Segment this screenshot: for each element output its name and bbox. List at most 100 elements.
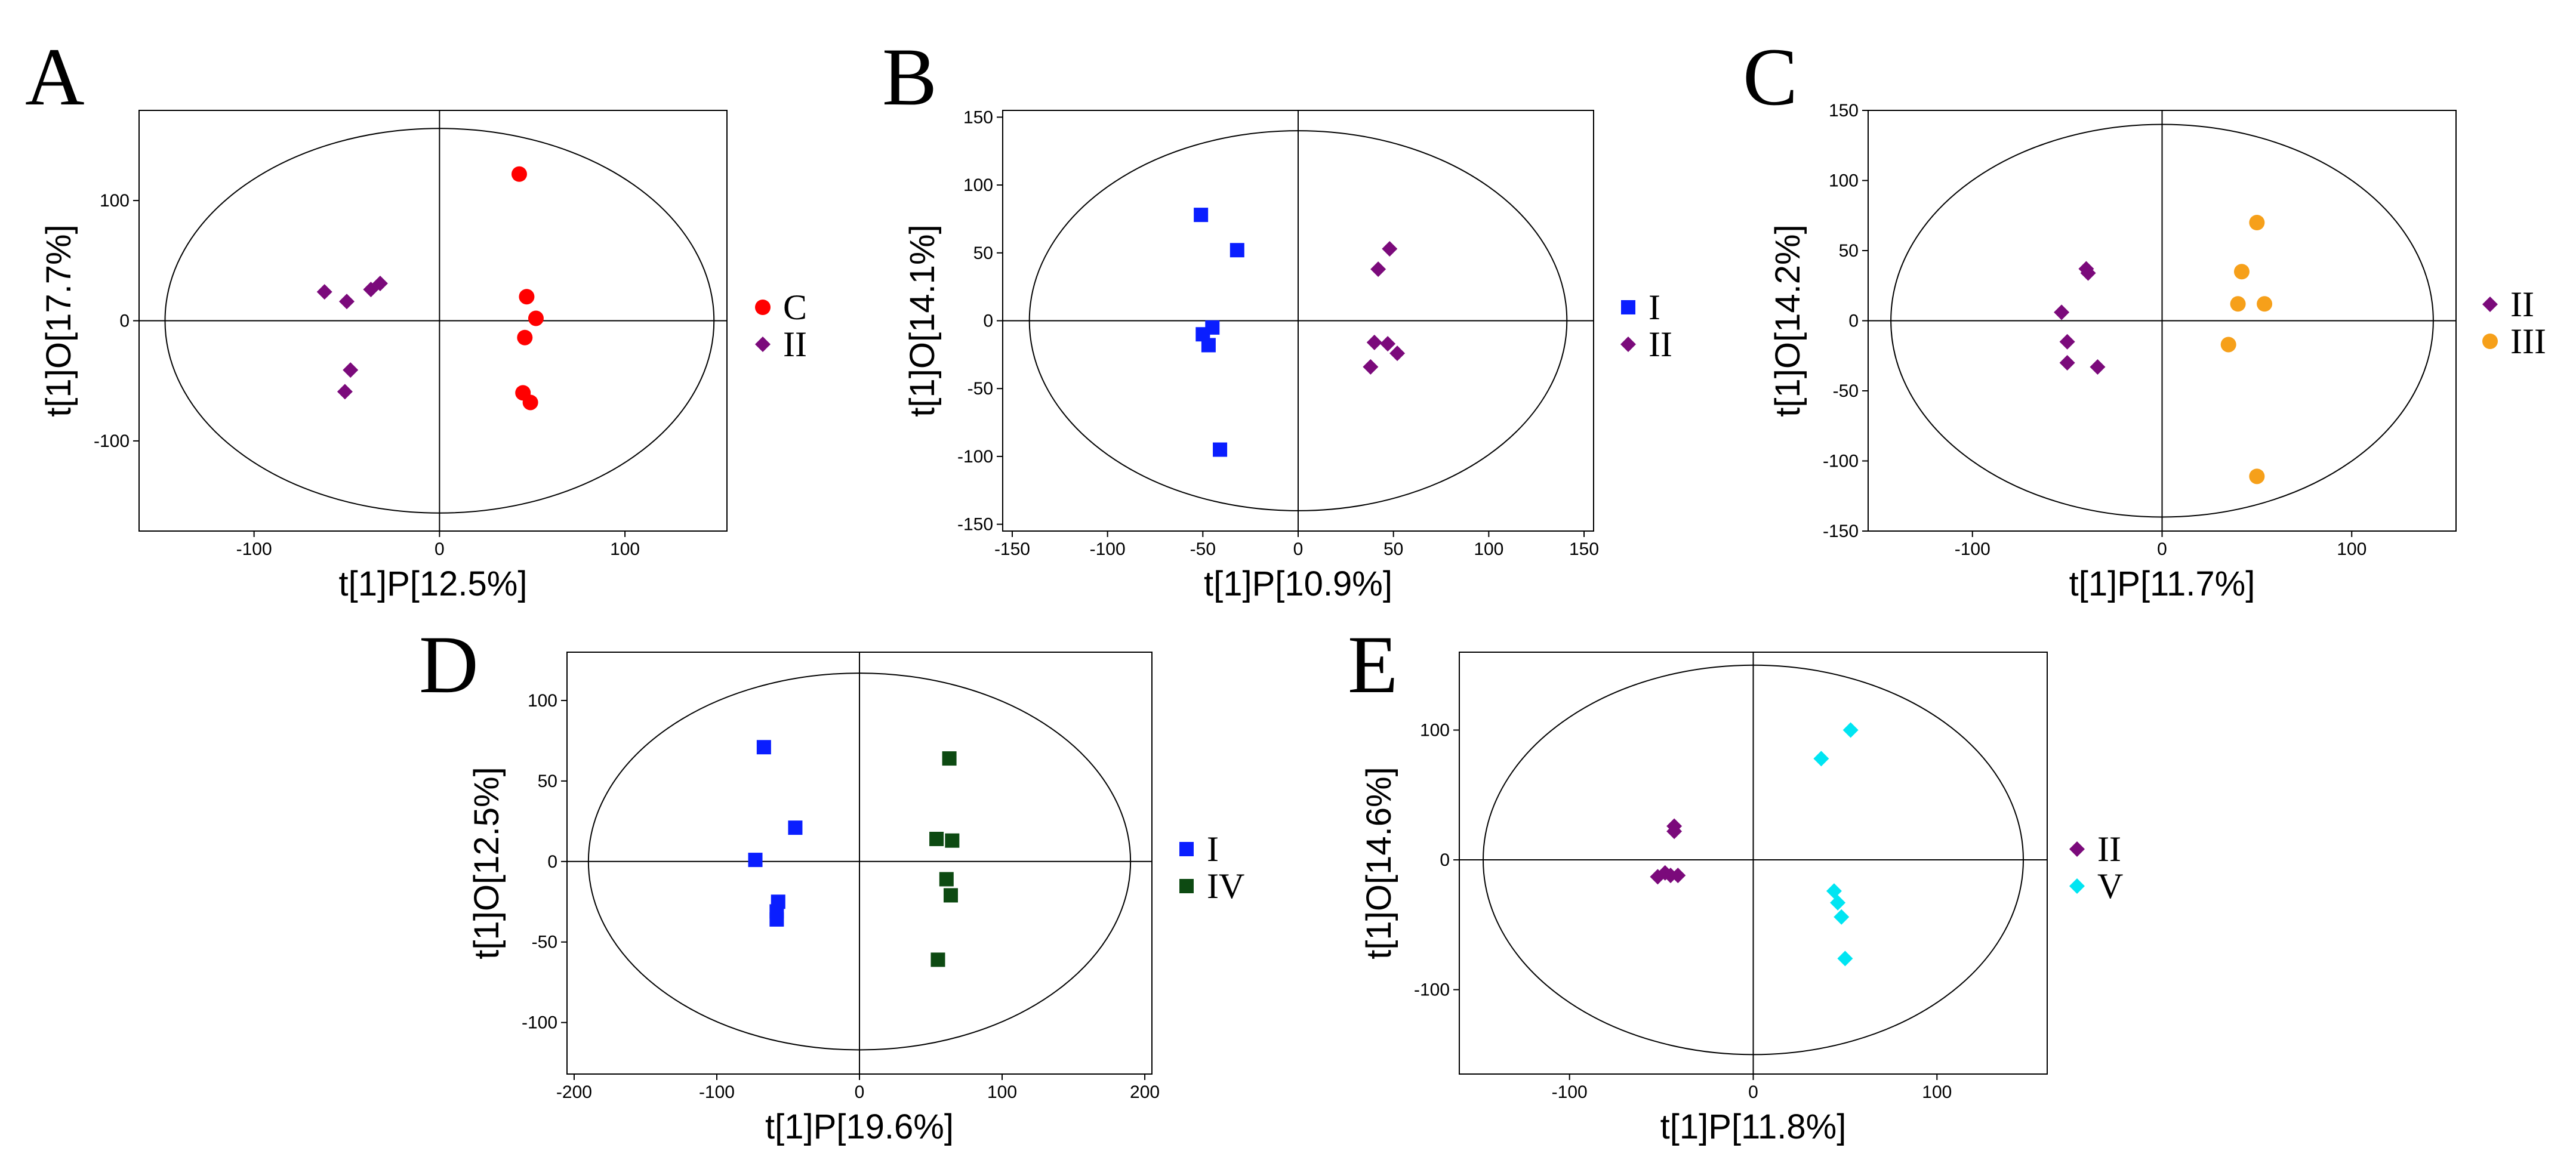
y-tick-label: -50 [967, 379, 993, 399]
series-i [748, 740, 803, 927]
data-point [1194, 208, 1209, 223]
x-tick-label: 0 [855, 1082, 865, 1102]
data-point [339, 294, 355, 310]
series-v [1813, 722, 1859, 967]
x-tick-label: -100 [699, 1082, 735, 1102]
y-axis-label: t[1]O[14.6%] [1360, 767, 1398, 959]
y-tick-label: 100 [1829, 171, 1859, 191]
chart-panel-d: D -200 -100 0 100 200 -100 -50 0 50 100 t[1]P[19.6%… [419, 619, 1244, 1146]
y-tick-label: 50 [1839, 241, 1859, 261]
data-point [343, 362, 359, 378]
y-axis-label: t[1]O[14.1%] [903, 224, 942, 416]
confidence-ellipse [1028, 130, 1568, 511]
data-point [2257, 296, 2273, 312]
data-point [1826, 883, 1842, 899]
legend-marker [1620, 337, 1636, 352]
data-point [1380, 336, 1396, 352]
x-tick-label: -100 [1955, 539, 1990, 559]
legend-marker [2482, 297, 2498, 312]
series-ii [316, 276, 388, 400]
x-tick-label: -150 [994, 539, 1030, 559]
y-axis-label: t[1]O[17.7%] [39, 224, 78, 416]
y-tick-label: -100 [522, 1013, 557, 1033]
y-tick-label: -150 [1823, 522, 1859, 541]
confidence-ellipse [164, 128, 715, 514]
confidence-ellipse [1483, 664, 2024, 1056]
y-tick-label: -150 [957, 515, 993, 535]
y-tick-label: -100 [1414, 980, 1450, 1000]
data-point [1363, 359, 1379, 375]
data-point [1837, 951, 1853, 967]
x-tick-label: -100 [236, 539, 272, 559]
chart-panel-b: B -150 -100 -50 0 50 100 150 -150 -100 -50 0 50 100 15… [882, 31, 1672, 603]
data-point [522, 394, 538, 411]
data-point [945, 833, 960, 848]
y-tick-label: 50 [538, 772, 557, 791]
data-point [2080, 265, 2096, 281]
data-point [519, 289, 535, 305]
y-tick-label: -100 [94, 431, 130, 451]
data-point [2059, 355, 2075, 371]
series-ii [2054, 261, 2106, 375]
data-point [2059, 334, 2075, 350]
series-ii [1363, 240, 1406, 375]
legend-label: C [783, 288, 807, 327]
y-tick-label: -50 [1833, 381, 1859, 401]
chart-panel-e: E -100 0 100 -100 0 100 t[1]P[11.8%] t[1]O[14.6%… [1348, 619, 2123, 1146]
y-tick-label: 100 [1420, 721, 1450, 740]
data-point [1830, 894, 1846, 911]
x-tick-label: -100 [1552, 1082, 1588, 1102]
data-point [929, 832, 944, 847]
data-point [316, 284, 332, 300]
data-point [528, 310, 544, 326]
x-tick-label: 100 [987, 1082, 1017, 1102]
data-point [2054, 304, 2070, 320]
data-point [2249, 215, 2265, 230]
data-point [1201, 338, 1216, 353]
x-tick-label: 0 [1293, 539, 1304, 559]
legend: IIV [1179, 829, 1244, 906]
data-point [1366, 334, 1382, 350]
legend-marker [1179, 879, 1194, 893]
confidence-ellipse [587, 672, 1132, 1051]
data-point [1389, 345, 1406, 362]
x-axis-label: t[1]P[12.5%] [339, 564, 528, 603]
x-axis-label: t[1]P[11.8%] [1660, 1107, 1847, 1146]
x-axis-label: t[1]P[10.9%] [1204, 564, 1392, 603]
x-axis-label: t[1]P[19.6%] [765, 1107, 954, 1146]
x-tick-label: 100 [2337, 539, 2367, 559]
legend-label: III [2510, 322, 2546, 361]
legend-marker [755, 300, 771, 315]
data-point [1666, 823, 1683, 840]
legend-marker [2069, 841, 2085, 857]
data-point [788, 820, 803, 835]
data-point [2230, 296, 2246, 312]
data-point [1834, 909, 1850, 925]
data-point [1670, 868, 1686, 884]
y-axis-label: t[1]O[12.5%] [467, 767, 506, 959]
y-tick-label: -50 [532, 933, 557, 952]
data-point [511, 166, 527, 182]
legend-label: V [2097, 866, 2123, 906]
x-tick-label: 50 [1383, 539, 1403, 559]
x-tick-label: -200 [556, 1082, 592, 1102]
legend: CII [755, 288, 807, 364]
x-tick-label: 150 [1569, 539, 1599, 559]
legend-label: I [1207, 829, 1219, 869]
data-point [2090, 359, 2106, 375]
data-point [943, 888, 958, 903]
data-point [942, 751, 957, 766]
x-tick-label: 100 [1474, 539, 1503, 559]
x-tick-label: 100 [610, 539, 640, 559]
data-point [372, 276, 388, 292]
series-ii [1650, 818, 1686, 885]
x-tick-label: 0 [435, 539, 445, 559]
y-tick-label: -100 [957, 447, 993, 467]
x-tick-label: 100 [1922, 1082, 1952, 1102]
y-tick-label: 0 [547, 852, 557, 872]
legend-marker [1179, 842, 1194, 856]
legend-marker [2482, 334, 2498, 349]
y-tick-label: 100 [528, 691, 557, 711]
data-point [517, 329, 533, 345]
